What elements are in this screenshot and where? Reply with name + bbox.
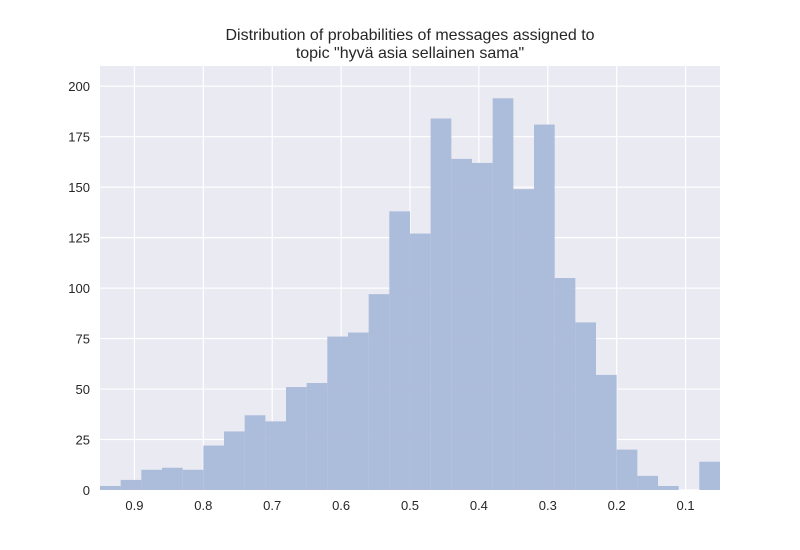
histogram-bar [203, 445, 224, 490]
histogram-bar [616, 449, 638, 490]
histogram-bar [100, 485, 121, 490]
y-tick-label: 100 [68, 281, 90, 296]
x-tick-label: 0.3 [539, 498, 557, 513]
histogram-bar [451, 158, 472, 490]
y-tick-label: 125 [68, 231, 90, 246]
histogram-bar [162, 467, 183, 490]
histogram-bar [699, 461, 720, 490]
histogram-bar [286, 387, 307, 490]
y-tick-label: 150 [68, 180, 90, 195]
chart-title-line-2: topic "hyvä asia sellainen sama" [296, 45, 524, 62]
histogram-bar [554, 278, 576, 490]
x-tick-label: 0.2 [608, 498, 626, 513]
y-tick-label: 25 [76, 433, 90, 448]
histogram-bar [658, 485, 679, 490]
histogram-bar [513, 189, 534, 490]
x-tick-label: 0.8 [194, 498, 212, 513]
x-tick-label: 0.9 [125, 498, 143, 513]
x-tick-label: 0.4 [470, 498, 488, 513]
y-tick-label: 0 [83, 483, 90, 498]
histogram-bar [368, 294, 390, 490]
histogram-bar [348, 332, 369, 490]
histogram-bar [306, 382, 328, 490]
histogram-bar [492, 98, 514, 491]
y-tick-label: 175 [68, 130, 90, 145]
x-axis-tick-labels: 0.9 0.8 0.7 0.6 0.5 0.4 0.3 0.2 0.1 [125, 498, 694, 513]
histogram-bar [141, 469, 162, 490]
x-tick-label: 0.7 [263, 498, 281, 513]
histogram-bar [182, 469, 204, 490]
histogram-bar [410, 233, 431, 491]
chart-title-line-1: Distribution of probabilities of message… [225, 27, 594, 44]
histogram-bar [389, 211, 410, 490]
x-tick-label: 0.5 [401, 498, 419, 513]
histogram-bar [120, 479, 142, 490]
y-tick-label: 200 [68, 79, 90, 94]
histogram-bar [575, 322, 596, 490]
histogram-bar [430, 118, 452, 490]
histogram-bar [534, 124, 555, 491]
y-axis-tick-labels: 0 25 50 75 100 125 150 175 200 [68, 79, 90, 498]
histogram-bar [596, 374, 617, 490]
y-tick-label: 75 [76, 332, 90, 347]
histogram-bar [327, 336, 348, 490]
x-tick-label: 0.6 [332, 498, 350, 513]
histogram-bar [472, 162, 493, 490]
histogram-bar [637, 475, 658, 490]
histogram-bar [224, 431, 245, 490]
histogram-bar [265, 421, 286, 490]
x-tick-label: 0.1 [677, 498, 695, 513]
histogram-bar [244, 415, 266, 490]
histogram-bars [100, 98, 720, 491]
y-tick-label: 50 [76, 382, 90, 397]
